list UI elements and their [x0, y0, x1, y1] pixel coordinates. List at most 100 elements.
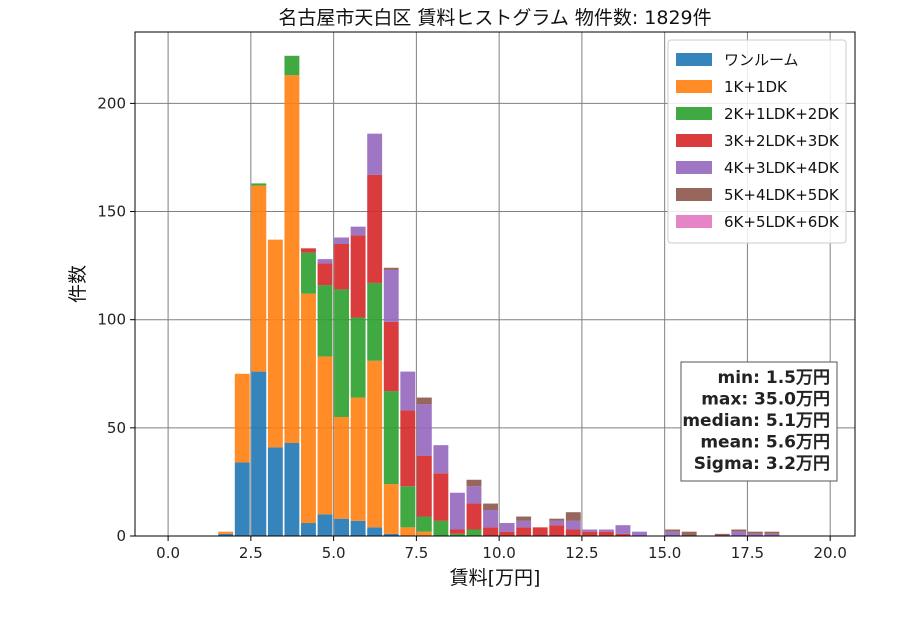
- bar-segment: [483, 510, 498, 528]
- bar-segment: [267, 239, 283, 448]
- x-tick-label: 2.5: [239, 544, 263, 562]
- bar-segment: [334, 417, 350, 519]
- bar-segment: [598, 531, 614, 536]
- bar-segment: [400, 410, 416, 487]
- legend-box: [667, 39, 847, 244]
- legend-swatch: [676, 53, 712, 66]
- bar-segment: [532, 527, 548, 536]
- bar-segment: [466, 479, 482, 487]
- bar-segment: [499, 523, 515, 532]
- x-tick-label: 12.5: [565, 544, 598, 562]
- bar-segment: [433, 445, 449, 474]
- bar-segment: [449, 529, 465, 534]
- stat-line: min: 1.5万円: [718, 368, 830, 388]
- bar-segment: [615, 533, 631, 536]
- legend-label: 4K+3LDK+4DK: [724, 159, 840, 177]
- legend-label: ワンルーム: [724, 51, 799, 69]
- bar-segment: [301, 248, 316, 253]
- bar-segment: [549, 518, 565, 521]
- bar-segment: [350, 520, 366, 536]
- bar-segment: [367, 527, 383, 536]
- x-tick-label: 7.5: [404, 544, 428, 562]
- bar-segment: [350, 397, 366, 521]
- bar-segment: [301, 523, 316, 536]
- bar-segment: [334, 518, 350, 536]
- stat-line: max: 35.0万円: [701, 390, 830, 410]
- legend-label: 6K+5LDK+6DK: [724, 213, 840, 231]
- legend-swatch: [676, 107, 712, 120]
- bar-segment: [383, 267, 399, 270]
- plot-frame: [134, 31, 856, 537]
- bar-segment: [416, 531, 432, 536]
- bar-segment: [367, 282, 383, 361]
- bar-segment: [400, 527, 416, 536]
- bar-segment: [350, 317, 366, 398]
- bar-segment: [565, 512, 581, 521]
- bar-segment: [466, 503, 482, 530]
- stat-line: Sigma: 3.2万円: [694, 454, 830, 474]
- bar-segment: [499, 531, 515, 536]
- bar-segment: [218, 531, 234, 534]
- bar-segment: [416, 455, 432, 517]
- bar-segment: [615, 525, 631, 534]
- bar-segment: [301, 293, 316, 524]
- bar-segment: [747, 531, 763, 534]
- x-tick-label: 0.0: [156, 544, 180, 562]
- bar-segment: [681, 531, 697, 536]
- x-axis-ticks: 0.0 2.5 5.0 7.5 10.0 12.5 15.0 17.5 20.0: [156, 536, 847, 562]
- bar-segment: [234, 373, 250, 463]
- y-axis-ticks: 0 50 100 150 200: [97, 94, 135, 545]
- bar-segment: [731, 531, 747, 536]
- y-tick-label: 100: [97, 311, 126, 329]
- x-tick-label: 5.0: [322, 544, 346, 562]
- bar-segment: [350, 226, 366, 236]
- bar-segment: [516, 520, 532, 528]
- bar-segment: [516, 516, 532, 521]
- y-tick-label: 150: [97, 203, 126, 221]
- legend-label: 5K+4LDK+5DK: [724, 186, 840, 204]
- bar-segment: [416, 404, 432, 456]
- bar-segment: [466, 529, 482, 536]
- bar-segment: [433, 520, 449, 536]
- bar-segment: [416, 397, 432, 405]
- bar-segment: [383, 533, 399, 536]
- bar-segment: [267, 447, 283, 536]
- bar-segment: [665, 529, 681, 532]
- bar-segment: [466, 486, 482, 504]
- bar-segment: [565, 520, 581, 530]
- bar-segment: [334, 237, 350, 244]
- y-tick-label: 50: [107, 419, 126, 437]
- bar-segment: [582, 529, 598, 532]
- bar-segment: [350, 235, 366, 318]
- bar-segment: [416, 516, 432, 532]
- bar-segment: [449, 492, 465, 530]
- bar-segment: [251, 371, 267, 536]
- bar-segment: [301, 252, 316, 294]
- bar-segment: [383, 391, 399, 485]
- bar-segment: [764, 533, 780, 536]
- bar-segment: [284, 75, 300, 443]
- bar-segment: [632, 531, 647, 536]
- bar-segment: [449, 533, 465, 536]
- bar-segment: [565, 529, 581, 536]
- legend-swatch: [676, 134, 712, 147]
- bar-segment: [598, 529, 614, 532]
- stats-frame: [680, 361, 838, 482]
- legend-swatch: [676, 215, 712, 228]
- bar-segment: [483, 527, 498, 536]
- legend: ワンルーム 1K+1DK 2K+1LDK+2DK 3K+2LDK+3DK 4K+3LDK…: [667, 39, 847, 244]
- bar-segment: [317, 263, 333, 286]
- bar-segment: [433, 473, 449, 521]
- legend-label: 1K+1DK: [724, 78, 788, 96]
- x-tick-label: 15.0: [648, 544, 681, 562]
- legend-swatch: [676, 188, 712, 201]
- bar-segment: [218, 533, 234, 536]
- bar-segment: [400, 371, 416, 411]
- y-tick-label: 0: [116, 527, 126, 545]
- bars: [218, 55, 780, 536]
- bar-segment: [747, 533, 763, 536]
- bar-segment: [367, 360, 383, 528]
- legend-label: 3K+2LDK+3DK: [724, 132, 840, 150]
- bar-segment: [383, 269, 399, 322]
- bar-segment: [234, 462, 250, 536]
